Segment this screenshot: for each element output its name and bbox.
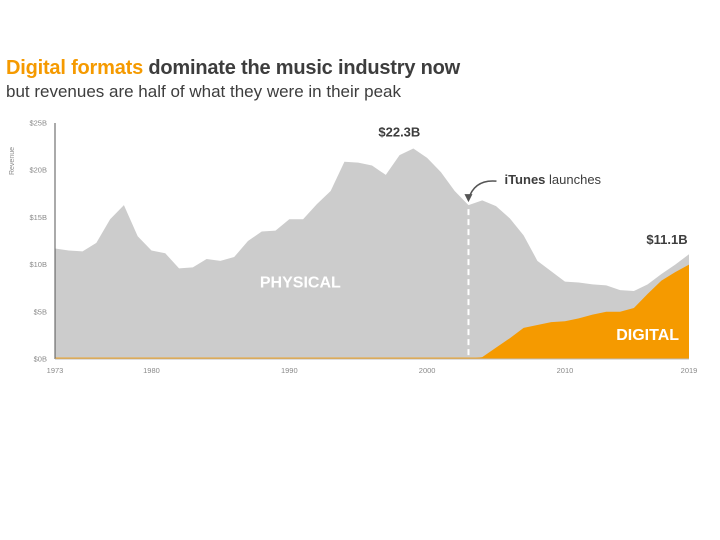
itunes-arrow — [467, 180, 497, 200]
physical-area-label: PHYSICAL — [260, 274, 341, 291]
itunes-annotation: iTunes launches — [504, 172, 601, 187]
axes-layer: $0B $5B $10B $15B $20B $25B 1973 1980 1990 2000 20… — [9, 119, 697, 376]
x-tick-label: 2000 — [419, 366, 436, 375]
chart-subtitle: but revenues are half of what they were … — [6, 82, 402, 101]
x-tick-label: 2010 — [557, 366, 574, 375]
areas-layer — [55, 148, 689, 359]
y-axis-title: Revenue — [9, 147, 16, 175]
digital-area-label: DIGITAL — [616, 327, 679, 344]
end-value-label: $11.1B — [646, 232, 687, 247]
itunes-annotation-rest: launches — [545, 172, 601, 187]
x-tick-label: 1990 — [281, 366, 298, 375]
y-tick-label: $25B — [29, 119, 47, 128]
digital-area — [55, 264, 689, 359]
y-tick-label: $0B — [34, 355, 47, 364]
x-tick-label: 1973 — [47, 366, 64, 375]
chart-title-rest: dominate the music industry now — [143, 57, 461, 79]
itunes-arrow-head — [464, 194, 473, 203]
y-tick-label: $5B — [34, 307, 47, 316]
x-tick-label: 1980 — [143, 366, 160, 375]
x-tick-label: 2019 — [681, 366, 698, 375]
y-tick-label: $10B — [29, 260, 47, 269]
peak-value-label: $22.3B — [378, 124, 420, 139]
chart-title-accent: Digital formats — [6, 57, 144, 79]
y-tick-label: $20B — [29, 166, 47, 175]
chart-title: Digital formats dominate the music indus… — [6, 57, 460, 80]
physical-area — [55, 148, 689, 359]
y-tick-label: $15B — [29, 213, 47, 222]
itunes-annotation-bold: iTunes — [504, 172, 545, 187]
annotations-layer: iTunes launches $22.3B $11.1B PHYSICAL DIGIT… — [260, 124, 688, 359]
